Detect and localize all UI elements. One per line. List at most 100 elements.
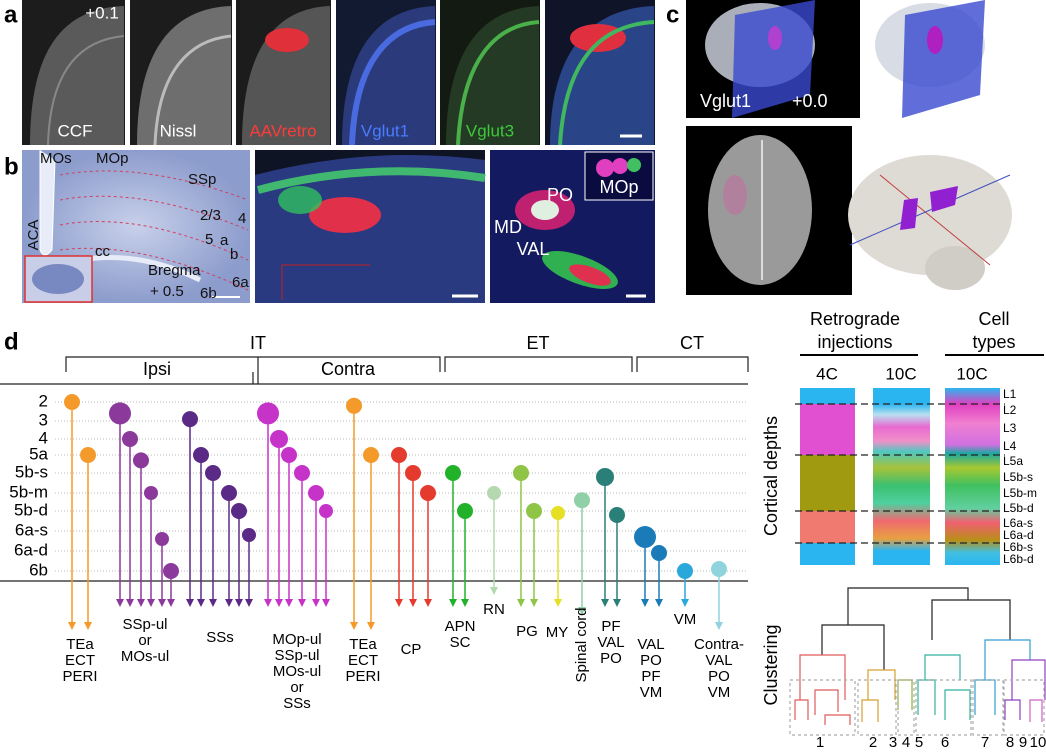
region-label: ACA bbox=[25, 220, 42, 251]
target-label: RN bbox=[483, 601, 505, 618]
depth-label: L6b-s bbox=[1003, 540, 1033, 554]
soma-layer bbox=[144, 486, 158, 500]
soma-layer bbox=[445, 465, 461, 481]
arrow-head bbox=[126, 599, 134, 607]
target-label: ECT bbox=[65, 652, 95, 669]
target-label: or bbox=[138, 632, 151, 649]
injections-title: Retrograde bbox=[810, 309, 900, 329]
target-label: PF bbox=[641, 668, 660, 685]
layer-label: 5a bbox=[29, 444, 48, 463]
soma-layer bbox=[513, 465, 529, 481]
region-label: 6a bbox=[232, 274, 249, 291]
depth-axis-label: Cortical depths bbox=[761, 416, 781, 536]
depth-label: L5b-m bbox=[1003, 486, 1037, 500]
cluster-label: 8 bbox=[1006, 734, 1014, 751]
soma-layer bbox=[405, 465, 421, 481]
column-label: 10C bbox=[956, 364, 987, 383]
target-label: PO bbox=[600, 650, 622, 667]
target-label: PO bbox=[640, 652, 662, 669]
dendrogram bbox=[789, 587, 1046, 736]
projection-diagram: 2345a5b-s5b-m5b-d6a-s6a-d6bTEaECTPERISSp… bbox=[9, 391, 748, 712]
arrow-head bbox=[197, 599, 205, 607]
arrow-head bbox=[715, 622, 723, 630]
target-label: VM bbox=[708, 684, 731, 701]
region-label: 5 bbox=[205, 231, 213, 248]
depth-label: L1 bbox=[1003, 387, 1017, 401]
image-label: Nissl bbox=[160, 121, 197, 140]
arrow-head bbox=[681, 599, 689, 607]
arrow-head bbox=[395, 599, 403, 607]
target-label: MOs-ul bbox=[121, 648, 169, 665]
cluster-label: 7 bbox=[981, 734, 989, 751]
soma-layer bbox=[609, 507, 625, 523]
image-label: AAVretro bbox=[249, 121, 316, 140]
soma-layer bbox=[163, 563, 179, 579]
image-labels: CCF Nissl AAVretro Vglut1 Vglut3 bbox=[58, 121, 515, 140]
soma-layer bbox=[281, 447, 297, 463]
target-label: MOs-ul bbox=[273, 663, 321, 680]
target-label: SSp-ul bbox=[122, 616, 167, 633]
target-label: PO bbox=[708, 668, 730, 685]
cluster-label: 1 bbox=[816, 734, 824, 751]
target-label: Spinal cord bbox=[573, 607, 590, 682]
depth-label: L5b-s bbox=[1003, 470, 1033, 484]
soma-layer bbox=[526, 503, 542, 519]
arrow-head bbox=[312, 599, 320, 607]
cluster-label: 2 bbox=[869, 734, 877, 751]
subclass-label: Contra bbox=[321, 359, 376, 379]
arrow-head bbox=[275, 599, 283, 607]
layer-label: 3 bbox=[39, 410, 48, 429]
layer-label: 6b bbox=[29, 560, 48, 579]
target-label: TEa bbox=[66, 636, 94, 653]
arrow-head bbox=[186, 599, 194, 607]
class-label: CT bbox=[680, 333, 704, 353]
panel-label: a bbox=[4, 1, 18, 28]
layer-label: 2 bbox=[39, 391, 48, 410]
soma-layer bbox=[205, 465, 221, 481]
region-label: b bbox=[230, 246, 238, 263]
soma-layer bbox=[651, 545, 667, 561]
target-label: VAL bbox=[637, 636, 664, 653]
nucleus-label: MD bbox=[494, 217, 522, 237]
target-label: or bbox=[290, 679, 303, 696]
depth-label: L6a-s bbox=[1003, 516, 1033, 530]
arrow-head bbox=[84, 622, 92, 630]
bregma-offset: + 0.5 bbox=[150, 283, 184, 300]
arrow-head bbox=[554, 599, 562, 607]
arrow-head bbox=[367, 622, 375, 630]
depth-label: L2 bbox=[1003, 403, 1017, 417]
soma-layer bbox=[711, 561, 727, 577]
region-label: MOs bbox=[40, 150, 72, 167]
soma-layer bbox=[182, 411, 198, 428]
soma-layer bbox=[122, 431, 138, 447]
target-label: MY bbox=[546, 624, 569, 641]
panel-b-images bbox=[22, 150, 655, 303]
depth-label: L3 bbox=[1003, 421, 1017, 435]
soma-layer bbox=[551, 506, 565, 520]
nucleus-label: PO bbox=[547, 185, 573, 205]
region-label: cc bbox=[95, 243, 111, 260]
arrow-head bbox=[517, 599, 525, 607]
soma-layer bbox=[242, 528, 256, 542]
column-label: 10C bbox=[885, 364, 916, 383]
arrow-head bbox=[147, 599, 155, 607]
depth-label: L4 bbox=[1003, 439, 1017, 453]
image-label: Vglut3 bbox=[466, 121, 514, 140]
image-label: Vglut1 bbox=[361, 121, 409, 140]
soma-layer bbox=[391, 447, 407, 463]
soma-layer bbox=[133, 452, 149, 469]
cluster-label: 6 bbox=[941, 734, 949, 751]
soma-layer bbox=[80, 447, 96, 463]
arrow-head bbox=[449, 599, 457, 607]
marker-label: Vglut1 bbox=[700, 91, 751, 111]
arrow-head bbox=[601, 599, 609, 607]
arrow-head bbox=[578, 607, 586, 615]
panel-label: d bbox=[4, 328, 19, 355]
arrow-head bbox=[137, 599, 145, 607]
class-label: ET bbox=[526, 333, 549, 353]
target-label: SSp-ul bbox=[274, 647, 319, 664]
inset-label: MOp bbox=[599, 177, 638, 197]
region-label: SSp bbox=[188, 171, 216, 188]
